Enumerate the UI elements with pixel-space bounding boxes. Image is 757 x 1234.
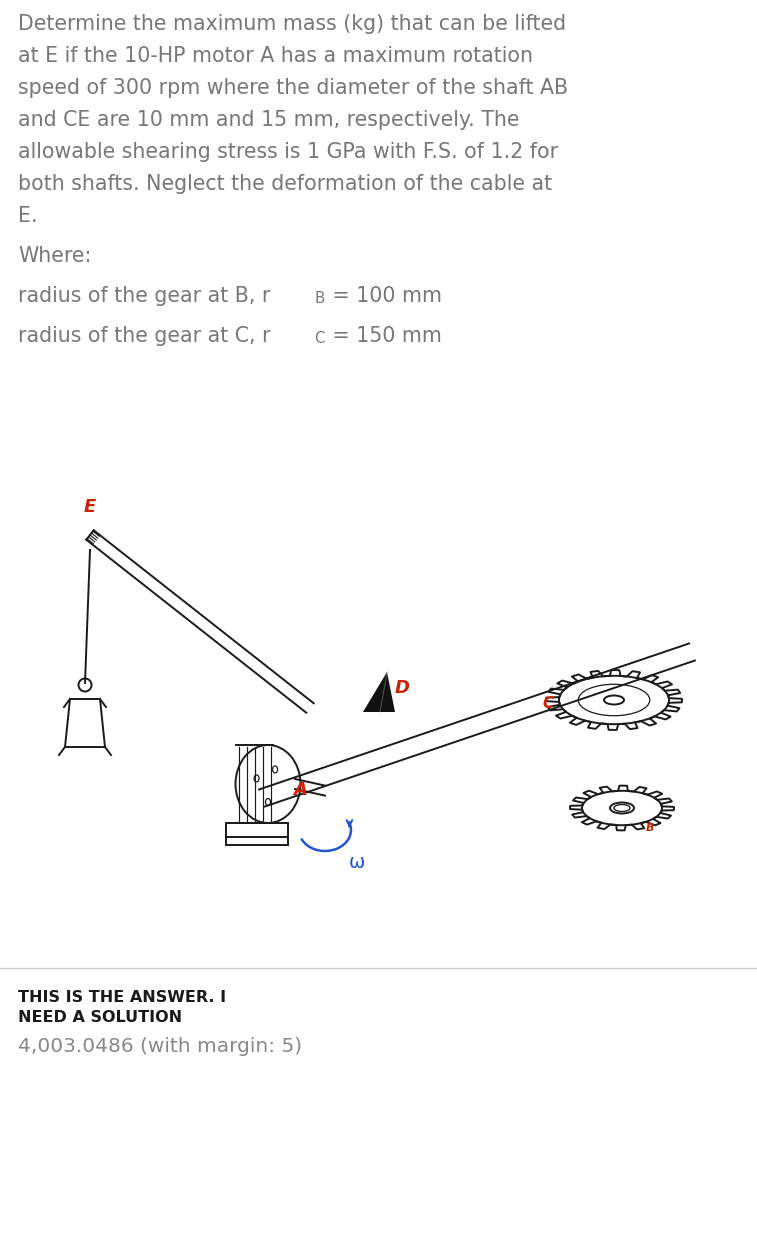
Text: NEED A SOLUTION: NEED A SOLUTION — [18, 1009, 182, 1025]
Text: allowable shearing stress is 1 GPa with F.S. of 1.2 for: allowable shearing stress is 1 GPa with … — [18, 142, 558, 162]
Text: speed of 300 rpm where the diameter of the shaft AB: speed of 300 rpm where the diameter of t… — [18, 78, 568, 97]
Text: B: B — [314, 291, 325, 306]
Text: THIS IS THE ANSWER. I: THIS IS THE ANSWER. I — [18, 990, 226, 1004]
Ellipse shape — [614, 805, 630, 812]
Text: both shafts. Neglect the deformation of the cable at: both shafts. Neglect the deformation of … — [18, 174, 552, 194]
Text: C: C — [314, 331, 325, 346]
Text: and CE are 10 mm and 15 mm, respectively. The: and CE are 10 mm and 15 mm, respectively… — [18, 110, 519, 130]
Text: B: B — [646, 823, 654, 833]
Text: 4,003.0486 (with margin: 5): 4,003.0486 (with margin: 5) — [18, 1037, 302, 1056]
Text: Determine the maximum mass (kg) that can be lifted: Determine the maximum mass (kg) that can… — [18, 14, 566, 35]
Text: at E if the 10-HP motor A has a maximum rotation: at E if the 10-HP motor A has a maximum … — [18, 46, 533, 65]
Text: radius of the gear at B, r: radius of the gear at B, r — [18, 286, 270, 306]
Text: E: E — [84, 499, 96, 516]
Polygon shape — [363, 673, 395, 712]
Text: D: D — [395, 679, 410, 697]
Text: E.: E. — [18, 206, 38, 226]
Text: = 150 mm: = 150 mm — [326, 326, 442, 346]
Text: = 100 mm: = 100 mm — [326, 286, 442, 306]
Text: radius of the gear at C, r: radius of the gear at C, r — [18, 326, 270, 346]
Text: C: C — [542, 696, 553, 711]
Text: A: A — [293, 781, 307, 798]
Text: ω: ω — [349, 853, 365, 871]
Text: Where:: Where: — [18, 246, 92, 267]
